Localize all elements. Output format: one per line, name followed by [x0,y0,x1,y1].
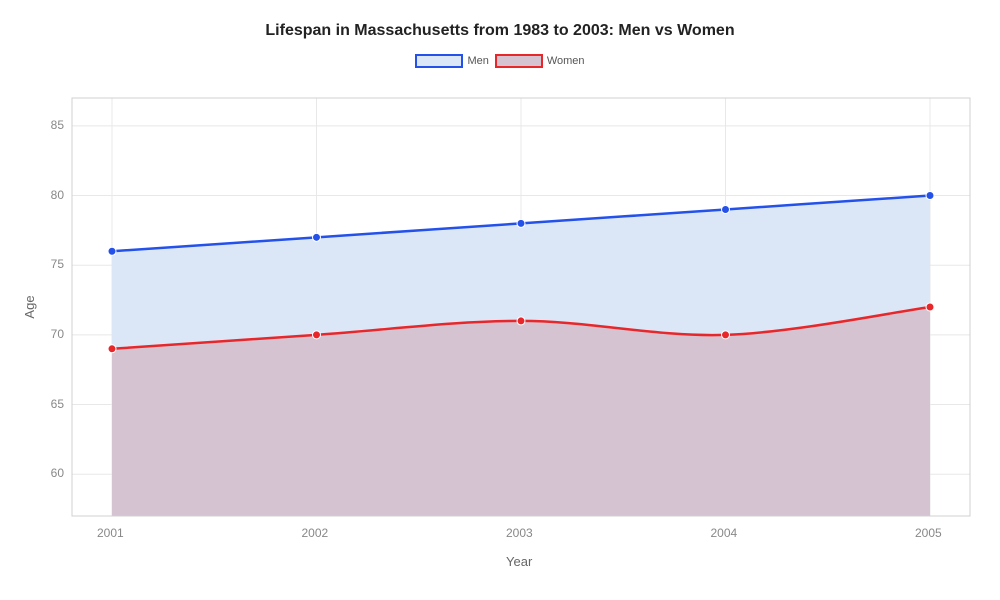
y-axis-label: Age [22,295,37,318]
x-tick-label: 2005 [915,526,942,540]
y-tick-label: 65 [51,397,64,411]
y-tick-label: 85 [51,118,64,132]
y-tick-label: 70 [51,327,64,341]
y-tick-label: 80 [51,188,64,202]
legend-label-men: Men [467,55,488,67]
legend-swatch-women [495,54,543,68]
y-tick-label: 60 [51,466,64,480]
plot-area [72,98,970,516]
x-tick-label: 2001 [97,526,124,540]
chart-container: Lifespan in Massachusetts from 1983 to 2… [0,0,1000,600]
x-tick-label: 2002 [302,526,329,540]
x-tick-label: 2004 [711,526,738,540]
legend-item-men: Men [415,54,488,68]
legend-swatch-men [415,54,463,68]
y-tick-label: 75 [51,257,64,271]
legend-label-women: Women [547,55,585,67]
chart-title: Lifespan in Massachusetts from 1983 to 2… [0,0,1000,40]
legend-item-women: Women [495,54,585,68]
legend: Men Women [0,54,1000,68]
x-axis-label: Year [506,554,532,569]
plot-svg [72,98,970,516]
x-tick-label: 2003 [506,526,533,540]
